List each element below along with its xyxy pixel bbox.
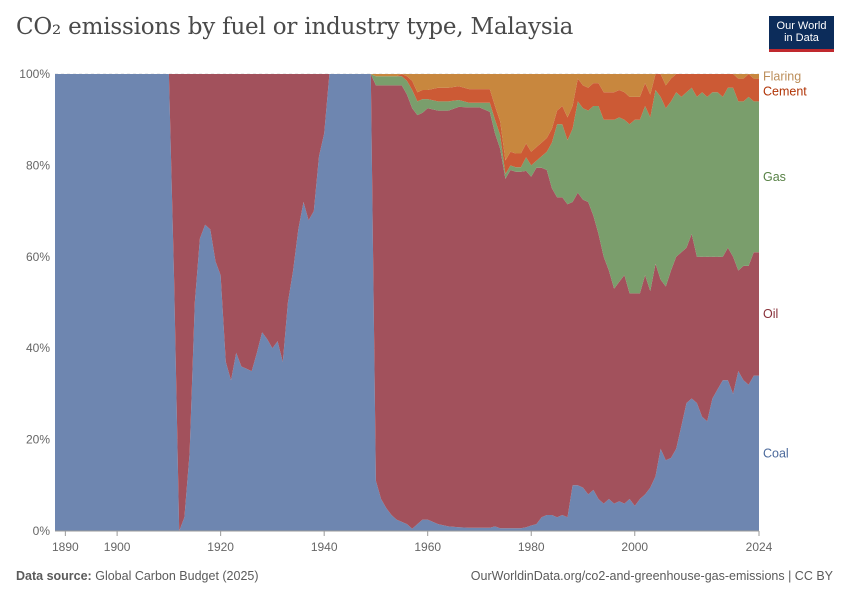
owid-logo[interactable]: Our World in Data [769, 16, 834, 52]
chart-title: CO₂ emissions by fuel or industry type, … [16, 14, 574, 40]
y-axis: 0% 20% 40% 60% 80% 100% [19, 67, 50, 538]
source-url-license[interactable]: OurWorldinData.org/co2-and-greenhouse-ga… [470, 569, 833, 583]
x-tick-label: 1940 [311, 540, 338, 554]
x-tick-label: 1900 [104, 540, 131, 554]
series-label-coal: Coal [763, 446, 789, 460]
y-tick-label: 80% [26, 158, 50, 172]
y-tick-label: 40% [26, 341, 50, 355]
y-tick-label: 0% [33, 524, 51, 538]
data-source-label: Data source: [16, 569, 92, 583]
area-gas [55, 74, 759, 294]
x-tick-label: 1980 [518, 540, 545, 554]
x-tick-label: 1920 [207, 540, 234, 554]
series-label-oil: Oil [763, 307, 778, 321]
area-series [55, 74, 759, 531]
area-oil [55, 74, 759, 531]
x-axis: 1890 1900 1920 1940 1960 1980 2000 2024 [52, 530, 773, 554]
data-source: Data source: Global Carbon Budget (2025) [16, 569, 259, 583]
x-tick-label: 2000 [621, 540, 648, 554]
series-label-cement: Cement [763, 84, 807, 98]
y-tick-label: 20% [26, 433, 50, 447]
area-coal [55, 74, 759, 531]
x-tick-label: 2024 [746, 540, 773, 554]
logo-line-2: in Data [784, 32, 819, 44]
x-tick-label: 1960 [414, 540, 441, 554]
series-label-gas: Gas [763, 170, 786, 184]
logo-line-1: Our World [776, 20, 827, 32]
x-tick-label: 1890 [52, 540, 79, 554]
y-tick-label: 60% [26, 250, 50, 264]
logo-accent-bar [769, 49, 834, 52]
area-cement [55, 74, 759, 175]
y-tick-label: 100% [19, 67, 50, 81]
series-label-flaring: Flaring [763, 69, 801, 83]
data-source-text: Global Carbon Budget (2025) [95, 569, 259, 583]
